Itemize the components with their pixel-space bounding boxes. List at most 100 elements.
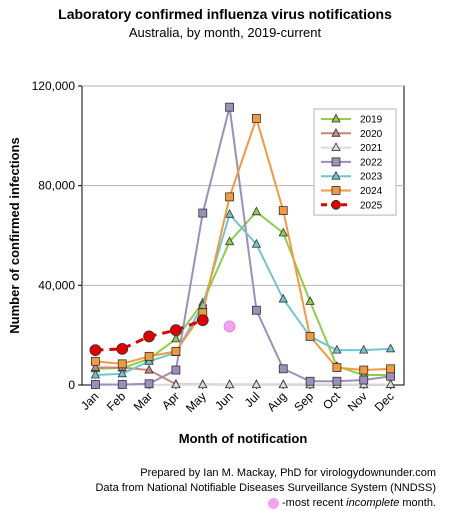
x-tick-label: Aug xyxy=(264,389,289,414)
y-axis-label: Number of confirmed infections xyxy=(7,137,22,333)
chart-svg: 0 40,000 80,000 120,000 Jan Feb Mar Apr May Jun J… xyxy=(7,79,405,446)
data-point-2023 xyxy=(251,238,262,248)
series-line-2022 xyxy=(95,106,391,386)
y-tick-label: 80,000 xyxy=(38,179,75,193)
data-point-2023 xyxy=(332,344,342,354)
data-point-2019 xyxy=(305,296,315,305)
legend-marker xyxy=(331,127,341,137)
data-point-2025 xyxy=(196,314,209,327)
data-point-2021 xyxy=(385,379,396,388)
legend-label: 2025 xyxy=(360,200,383,211)
x-tick-label: Apr xyxy=(159,389,182,412)
legend-marker xyxy=(331,113,341,123)
legend: 2019 2020 2021 2022 2023 2024 2025 xyxy=(313,108,397,216)
data-point-2022 xyxy=(171,365,181,375)
data-point-2024 xyxy=(252,113,261,123)
series-2019 xyxy=(90,206,396,379)
series-line-2024 xyxy=(95,115,391,372)
data-point-2025 xyxy=(170,324,182,337)
data-point-2024 xyxy=(359,365,369,375)
x-tick-label: Feb xyxy=(104,389,129,414)
data-point-2024 xyxy=(305,332,315,341)
legend-marker xyxy=(331,170,341,180)
data-point-2023 xyxy=(224,208,235,218)
x-axis-label: Month of notification xyxy=(179,431,308,446)
legend-marker xyxy=(331,186,341,195)
data-point-2021 xyxy=(171,379,181,389)
legend-item-2022: 2022 xyxy=(321,157,383,168)
data-point-2021 xyxy=(251,379,262,389)
data-point-2022 xyxy=(225,102,234,112)
data-point-2023 xyxy=(278,293,288,303)
legend-marker xyxy=(331,199,341,210)
data-point-2024 xyxy=(171,346,181,356)
chart-subtitle: Australia, by month, 2019-current xyxy=(128,25,322,40)
data-point-2022 xyxy=(117,380,127,389)
legend-item-2020: 2020 xyxy=(321,127,383,140)
y-tick-label: 40,000 xyxy=(38,278,75,292)
chart-title: Laboratory confirmed influenza virus not… xyxy=(58,6,392,22)
data-point-2024 xyxy=(91,356,100,366)
note-italic: incomplete xyxy=(346,497,400,509)
data-point-2020 xyxy=(144,364,154,374)
data-point-2024 xyxy=(117,359,127,369)
incomplete-month-note: -most recent incomplete month. xyxy=(268,497,436,509)
x-tick-label: Dec xyxy=(372,389,397,414)
data-point-2023 xyxy=(385,343,396,353)
x-tick-label: Jun xyxy=(212,389,236,413)
x-axis-ticks: Jan Feb Mar Apr May Jun Jul Aug Sep Oct Nov Dec xyxy=(78,385,397,415)
legend-label: 2024 xyxy=(360,186,383,197)
legend-item-2023: 2023 xyxy=(321,170,383,183)
data-point-2024 xyxy=(386,364,395,374)
data-point-2022 xyxy=(305,376,315,386)
x-tick-label: Mar xyxy=(131,389,156,414)
data-point-2019 xyxy=(278,227,288,237)
legend-item-2025: 2025 xyxy=(321,199,383,211)
incomplete-marker-icon xyxy=(268,497,280,509)
note-suffix: month. xyxy=(402,497,436,509)
note-prefix: -most recent xyxy=(282,497,344,509)
data-point-2019 xyxy=(224,236,235,246)
legend-marker xyxy=(331,142,341,152)
data-point-2024 xyxy=(278,206,288,215)
legend-label: 2021 xyxy=(360,143,383,154)
data-point-2021 xyxy=(224,379,235,389)
legend-label: 2023 xyxy=(360,172,383,183)
x-tick-label: May xyxy=(183,389,209,415)
data-point-2024 xyxy=(225,192,234,202)
data-point-2025 xyxy=(89,344,102,357)
y-tick-label: 120,000 xyxy=(32,79,76,93)
series-2025 xyxy=(89,314,209,357)
incomplete-month-point xyxy=(223,320,236,333)
data-point-2022 xyxy=(278,364,288,374)
data-point-2022 xyxy=(386,371,395,381)
legend-item-2024: 2024 xyxy=(321,186,383,197)
data-point-2022 xyxy=(144,379,154,389)
data-point-2024 xyxy=(332,363,342,372)
x-tick-label: Jul xyxy=(242,389,263,410)
data-point-2022 xyxy=(198,208,208,218)
x-tick-label: Sep xyxy=(291,389,316,414)
data-point-2019 xyxy=(251,206,262,216)
series-2024 xyxy=(91,113,395,375)
data-point-2025 xyxy=(143,330,155,343)
data-point-2022 xyxy=(252,305,261,315)
legend-label: 2020 xyxy=(360,129,383,140)
legend-item-2019: 2019 xyxy=(321,113,383,126)
series-line-2023 xyxy=(95,212,391,377)
data-point-2023 xyxy=(117,368,127,378)
data-point-2022 xyxy=(332,376,342,386)
y-tick-label: 0 xyxy=(68,378,75,392)
x-tick-label: Jan xyxy=(78,389,102,413)
data-point-2022 xyxy=(359,375,369,385)
data-point-2021 xyxy=(278,379,288,389)
legend-item-2021: 2021 xyxy=(321,142,383,154)
data-point-2023 xyxy=(90,369,101,379)
data-point-2025 xyxy=(116,342,129,355)
x-tick-label: Oct xyxy=(320,389,344,413)
legend-label: 2022 xyxy=(360,157,383,168)
legend-marker xyxy=(331,157,341,167)
data-point-2024 xyxy=(144,351,154,361)
y-axis-ticks: 0 40,000 80,000 120,000 xyxy=(32,79,82,392)
data-point-2019 xyxy=(171,333,181,343)
